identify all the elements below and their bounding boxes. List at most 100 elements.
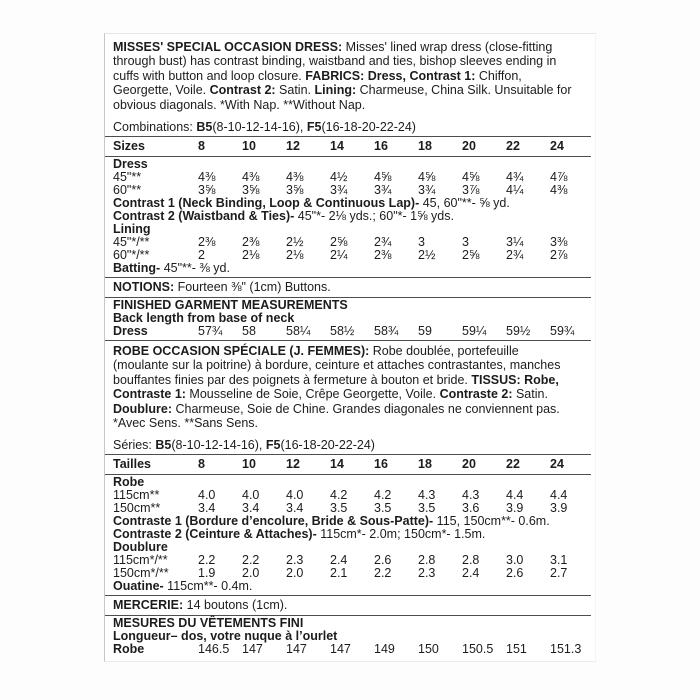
value-cell: 147 xyxy=(242,642,263,657)
value-cell: 3 xyxy=(418,235,425,250)
value-cell: 149 xyxy=(374,642,395,657)
data-row: Robe 146.5 147 147 147 149 150 150.5 151 151.3 xyxy=(113,643,595,656)
header-size: 20 xyxy=(462,457,476,472)
value-cell: 3⅝ xyxy=(242,183,260,198)
value-cell: 2⅝ xyxy=(462,248,480,263)
value-cell: 146.5 xyxy=(198,642,230,657)
text-segment: TISSUS: Robe, Contraste 1: xyxy=(113,372,559,402)
value-cell: 2⅞ xyxy=(550,248,568,263)
value-cell: 4.0 xyxy=(286,488,304,503)
value-cell: 4¾ xyxy=(506,170,524,185)
combinations-line: Combinations: B5(8-10-12-14-16), F5(16-1… xyxy=(113,120,595,134)
section-row: Lining xyxy=(113,223,595,236)
text-segment: (16-18-20-22-24) xyxy=(321,120,416,135)
text-segment: Misses' lined wrap dress (close-fitting … xyxy=(113,40,557,83)
value-cell: 4⅞ xyxy=(550,170,568,185)
header-size: 24 xyxy=(550,457,564,472)
text-segment: Contrast 2: xyxy=(209,83,280,98)
value-cell: 2.6 xyxy=(506,566,524,581)
finished-measurements-title-en: FINISHED GARMENT MEASUREMENTS xyxy=(113,298,348,313)
note-row: Batting- 45"**- ⅜ yd. xyxy=(113,262,595,275)
header-size: 18 xyxy=(418,139,432,154)
row-label: 60"** xyxy=(113,183,142,198)
text-segment: Charmeuse, Soie de Chine. Grandes diagon… xyxy=(175,401,560,416)
value-cell: 3.5 xyxy=(330,501,348,516)
data-row: 60"*/** 2 2⅛ 2⅛ 2¼ 2⅜ 2½ 2⅝ 2¾ 2⅞ xyxy=(113,249,595,262)
header-size: 8 xyxy=(198,457,205,472)
text-segment: Mousseline de Soie, Crêpe Georgette, Voi… xyxy=(189,387,440,402)
text-segment: Robe doublée, portefeuille (moulante sur… xyxy=(113,344,561,387)
value-cell: 3.9 xyxy=(550,501,568,516)
finished-measurements-title-fr: MESURES DU VÊTEMENTS FINI xyxy=(113,616,304,631)
data-row: 115cm*/** 2.2 2.2 2.3 2.4 2.6 2.8 2.8 3.0 3.1 xyxy=(113,554,595,567)
series-line: Séries: B5(8-10-12-14-16), F5(16-18-20-2… xyxy=(113,438,595,452)
value-cell: 150 xyxy=(418,642,439,657)
header-size: 22 xyxy=(506,139,520,154)
value-cell: 2⅝ xyxy=(330,235,348,250)
text-segment: B5 xyxy=(196,120,213,135)
header-label: Sizes xyxy=(113,139,145,154)
value-cell: 4.4 xyxy=(550,488,568,503)
description-french: ROBE OCCASION SPÉCIALE (J. FEMMES): Robe… xyxy=(113,344,573,416)
divider xyxy=(105,136,591,138)
text-segment: (16-18-20-22-24) xyxy=(280,438,375,453)
text-segment: Satin. xyxy=(515,387,548,402)
text-segment: Contrast 2 (Waistband & Ties)- xyxy=(113,209,298,224)
value-cell: 2.2 xyxy=(242,553,260,568)
section-row: Dress xyxy=(113,158,595,171)
header-size: 24 xyxy=(550,139,564,154)
text-segment: 115cm**- 0.4m. xyxy=(167,579,253,594)
finished-measurements-subtitle-fr: Longueur– dos, votre nuque à l’ourlet xyxy=(113,629,338,644)
value-cell: 2.8 xyxy=(462,553,480,568)
value-cell: 2 xyxy=(198,248,205,263)
value-cell: 2⅜ xyxy=(198,235,216,250)
value-cell: 3.1 xyxy=(550,553,568,568)
section-label: Lining xyxy=(113,222,151,237)
value-cell: 3.4 xyxy=(286,501,304,516)
value-cell: 4⅜ xyxy=(286,170,304,185)
text-segment: Doublure: xyxy=(113,401,176,416)
text-segment: F5 xyxy=(306,120,322,135)
text-segment: (8-10-12-14-16), xyxy=(212,120,307,135)
value-cell: 59¾ xyxy=(550,324,575,339)
text-segment: Contraste 1 (Bordure d’encolure, Bride &… xyxy=(113,514,437,529)
text-segment: ROBE OCCASION SPÉCIALE (J. FEMMES): xyxy=(113,344,373,359)
sizes-header-row: Sizes 8 10 12 14 16 18 20 22 24 xyxy=(113,138,595,154)
text-segment: Combinations: xyxy=(113,120,197,135)
section-label: Doublure xyxy=(113,540,168,555)
divider xyxy=(105,277,591,279)
header-size: 8 xyxy=(198,139,205,154)
header-size: 16 xyxy=(374,139,388,154)
note-row: Contraste 2 (Ceinture & Attaches)- 115cm… xyxy=(113,528,595,541)
value-cell: 4⅝ xyxy=(374,170,392,185)
text-segment: 45"**- ⅜ yd. xyxy=(163,261,230,276)
value-cell: 4⅜ xyxy=(198,170,216,185)
value-cell: 2.2 xyxy=(374,566,392,581)
header-size: 20 xyxy=(462,139,476,154)
value-cell: 147 xyxy=(286,642,307,657)
value-cell: 59¼ xyxy=(462,324,487,339)
header-size: 16 xyxy=(374,457,388,472)
value-cell: 2.6 xyxy=(374,553,392,568)
value-cell: 4⅜ xyxy=(550,183,568,198)
value-cell: 3¾ xyxy=(418,183,436,198)
value-cell: 2⅜ xyxy=(242,235,260,250)
row-label: Robe xyxy=(113,642,145,657)
value-cell: 3⅜ xyxy=(550,235,568,250)
data-row: 115cm** 4.0 4.0 4.0 4.2 4.2 4.3 4.3 4.4 4.4 xyxy=(113,489,595,502)
description-english: MISSES' SPECIAL OCCASION DRESS: Misses' … xyxy=(113,40,573,112)
note-row: Contrast 2 (Waistband & Ties)- 45"*- 2⅛ … xyxy=(113,210,595,223)
value-cell: 4⅝ xyxy=(462,170,480,185)
value-cell: 4⅜ xyxy=(242,170,260,185)
text-segment: 45"*- 2⅛ yds.; 60"*- 1⅝ yds. xyxy=(297,209,454,224)
value-cell: 2.4 xyxy=(462,566,480,581)
value-cell: 3.0 xyxy=(506,553,524,568)
value-cell: 3.4 xyxy=(198,501,216,516)
value-cell: 3.9 xyxy=(506,501,524,516)
value-cell: 2⅜ xyxy=(374,248,392,263)
finished-measurements-subtitle-en: Back length from base of neck xyxy=(113,311,295,326)
value-cell: 3⅞ xyxy=(462,183,480,198)
value-cell: 1.9 xyxy=(198,566,216,581)
value-cell: 3.6 xyxy=(462,501,480,516)
value-cell: 151 xyxy=(506,642,527,657)
